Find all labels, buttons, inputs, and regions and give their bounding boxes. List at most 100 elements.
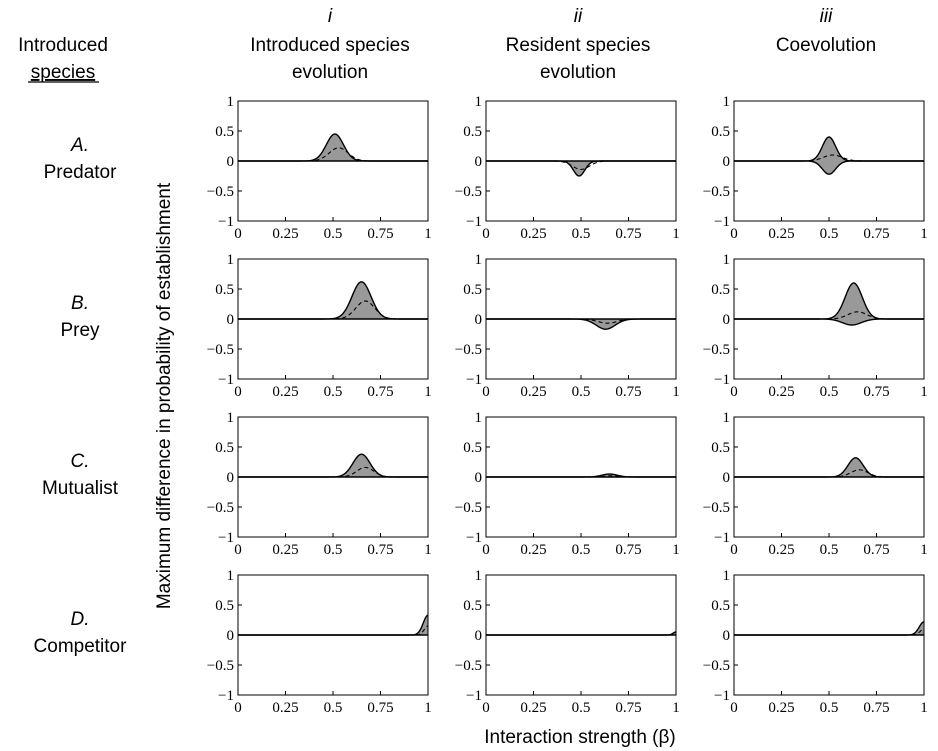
panel-B-ii-xtick-label-2: 0.5: [572, 384, 591, 400]
panel-D-iii-xtick-label-1: 0.25: [768, 700, 794, 716]
panel-A-iii-xtick-label-4: 1: [920, 226, 928, 242]
panel-C-ii-mean-dashed-line: [587, 475, 636, 478]
panel-B-iii: 10.50−0.5−10 0.25 0.5 0.75 1: [703, 252, 928, 400]
introduced-label: Introduced: [18, 35, 108, 56]
panel-A-i-ytick-label-4: −1: [218, 214, 234, 230]
panel-C-i-xtick-label-3: 0.75: [367, 542, 393, 558]
panel-B-ii-xtick-label-3: 0.75: [615, 384, 641, 400]
panel-C-iii-upper-line: [734, 457, 924, 478]
panel-C-i-ytick-label-0: 1: [227, 410, 235, 426]
panel-B-iii-upper-line: [734, 282, 924, 320]
panel-C-ii-ytick-label-2: 0: [475, 470, 483, 486]
panel-C-ii-xtick-label-4: 1: [672, 542, 680, 558]
panel-C-ii: 10.50−0.5−10 0.25 0.5 0.75 1: [455, 410, 680, 558]
panel-D-i-xtick-label-0: 0: [234, 700, 242, 716]
panel-A-iii-xtick-label-0: 0: [730, 226, 738, 242]
panel-A-ii: 10.50−0.5−10 0.25 0.5 0.75 1: [455, 94, 680, 242]
panel-C-i-mean-dashed-line: [338, 466, 393, 478]
panel-C-iii-ytick-label-3: −0.5: [703, 500, 730, 516]
panel-D-ii-xtick-label-4: 1: [672, 700, 680, 716]
panel-B-ii-ytick-label-1: 0.5: [463, 282, 482, 298]
panel-D-ii-ytick-label-2: 0: [475, 628, 483, 644]
panel-C-iii-ytick-label-4: −1: [714, 530, 730, 546]
panel-A-i-xtick-label-1: 0.25: [272, 226, 298, 242]
panel-A-i-xtick-label-4: 1: [424, 226, 432, 242]
row-letter-D: D.: [71, 609, 90, 630]
panel-A-ii-ytick-label-0: 1: [475, 94, 483, 110]
row-letter-B: B.: [71, 293, 89, 314]
panel-C-i-envelope-area: [238, 454, 428, 477]
panel-A-iii-ytick-label-4: −1: [714, 214, 730, 230]
row-name-competitor: Competitor: [34, 636, 128, 657]
panel-C-i-ytick-label-3: −0.5: [207, 500, 234, 516]
column-numeral-i: i: [328, 6, 333, 27]
panel-B-i-upper-line: [238, 281, 428, 320]
panel-B-i-envelope-area: [238, 281, 428, 319]
panel-D-iii-mean-dashed-line: [912, 628, 924, 636]
panel-B-i-ytick-label-4: −1: [218, 372, 234, 388]
panel-A-i: 10.50−0.5−10 0.25 0.5 0.75 1: [207, 94, 432, 242]
panel-C-i-xtick-label-0: 0: [234, 542, 242, 558]
panel-B-i-xtick-label-0: 0: [234, 384, 242, 400]
panel-B-ii-ytick-label-3: −0.5: [455, 342, 482, 358]
panel-A-i-xtick-label-2: 0.5: [324, 226, 343, 242]
panel-D-ii: 10.50−0.5−10 0.25 0.5 0.75 1: [455, 568, 680, 716]
panel-D-i-xtick-label-4: 1: [424, 700, 432, 716]
panel-C-ii-xtick-label-0: 0: [482, 542, 490, 558]
panel-D-iii-ytick-label-3: −0.5: [703, 658, 730, 674]
panel-C-iii-xtick-label-3: 0.75: [863, 542, 889, 558]
panel-C-ii-ytick-label-0: 1: [475, 410, 483, 426]
panel-D-iii-xtick-label-0: 0: [730, 700, 738, 716]
panel-A-ii-xtick-label-1: 0.25: [520, 226, 546, 242]
panel-B-iii-xtick-label-4: 1: [920, 384, 928, 400]
panel-C-iii-ytick-label-1: 0.5: [711, 440, 730, 456]
panel-A-iii-ytick-label-3: −0.5: [703, 184, 730, 200]
panel-B-i-ytick-label-1: 0.5: [215, 282, 234, 298]
panel-D-iii-xtick-label-2: 0.5: [820, 700, 839, 716]
panel-A-i-mean-dashed-line: [308, 147, 369, 162]
panel-D-ii-xtick-label-2: 0.5: [572, 700, 591, 716]
panel-A-iii-ytick-label-1: 0.5: [711, 124, 730, 140]
panel-A-i-ytick-label-2: 0: [227, 154, 235, 170]
panel-D-iii-xtick-label-4: 1: [920, 700, 928, 716]
panel-B-ii-envelope-area: [486, 319, 676, 330]
panel-B-i-xtick-label-1: 0.25: [272, 384, 298, 400]
panel-D-i-ytick-label-1: 0.5: [215, 598, 234, 614]
panel-C-i-xtick-label-4: 1: [424, 542, 432, 558]
panel-C-i-ytick-label-1: 0.5: [215, 440, 234, 456]
column-title-ii-line2: evolution: [540, 62, 616, 83]
panel-C-i-ytick-label-2: 0: [227, 470, 235, 486]
panel-A-i-xtick-label-0: 0: [234, 226, 242, 242]
panel-A-ii-mean-dashed-line: [554, 160, 608, 170]
panel-B-ii-lower-line: [486, 318, 676, 330]
column-title-ii-line1: Resident species: [506, 35, 651, 56]
panel-C-i-xtick-label-2: 0.5: [324, 542, 343, 558]
panel-D-i-envelope-area: [238, 615, 428, 635]
panel-A-iii-xtick-label-1: 0.25: [768, 226, 794, 242]
panel-C-iii-xtick-label-1: 0.25: [768, 542, 794, 558]
panel-B-ii-ytick-label-0: 1: [475, 252, 483, 268]
panel-C-i-ytick-label-4: −1: [218, 530, 234, 546]
panel-A-iii-xtick-label-3: 0.75: [863, 226, 889, 242]
panel-B-iii-ytick-label-3: −0.5: [703, 342, 730, 358]
row-name-predator: Predator: [44, 162, 118, 183]
panel-C-ii-xtick-label-2: 0.5: [572, 542, 591, 558]
panel-D-iii-ytick-label-4: −1: [714, 688, 730, 704]
panel-C-ii-xtick-label-1: 0.25: [520, 542, 546, 558]
panel-D-i-upper-line: [238, 614, 428, 636]
panel-C-i: 10.50−0.5−10 0.25 0.5 0.75 1: [207, 410, 432, 558]
panel-D-i-xtick-label-2: 0.5: [324, 700, 343, 716]
panel-D-iii-upper-line: [734, 621, 924, 636]
panel-B-iii-ytick-label-1: 0.5: [711, 282, 730, 298]
panel-C-ii-ytick-label-1: 0.5: [463, 440, 482, 456]
row-letter-C: C.: [71, 451, 90, 472]
panel-D-iii-ytick-label-1: 0.5: [711, 598, 730, 614]
panel-A-iii-lower-line: [734, 160, 924, 175]
panel-A-i-xtick-label-3: 0.75: [367, 226, 393, 242]
panel-D-ii-xtick-label-3: 0.75: [615, 700, 641, 716]
panel-C-iii-mean-dashed-line: [832, 469, 887, 478]
x-axis-label: Interaction strength (β): [484, 727, 676, 748]
panel-D-ii-ytick-label-0: 1: [475, 568, 483, 584]
panel-A-ii-ytick-label-2: 0: [475, 154, 483, 170]
panel-C-iii-ytick-label-0: 1: [723, 410, 731, 426]
